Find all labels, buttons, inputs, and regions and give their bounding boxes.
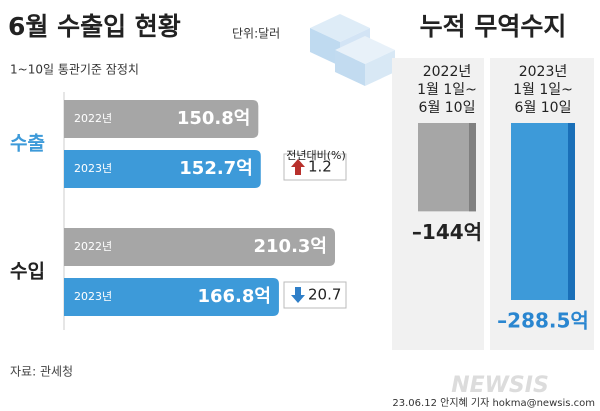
title: 6월 수출입 현황 [8,12,181,41]
value-label: 150.8억 [177,108,251,129]
series-label: 2022년 [74,240,112,253]
change-label: 20.7 [308,286,341,304]
bar-edge [469,123,476,212]
bar [64,150,261,188]
chart-title: 누적 무역수지 [420,12,567,41]
category-label: 수출 [10,133,45,155]
change-arrow [291,159,305,175]
x-tick-label: 1월 1일~ [417,82,477,98]
bar [64,278,279,316]
bar [511,123,575,300]
bar [418,123,476,212]
box-icon [310,14,395,86]
x-tick-label: 6월 10일 [515,100,572,116]
value-label: 152.7억 [179,158,253,179]
x-tick-label: 2023년 [519,64,568,80]
credit: 23.06.12 안지혜 기자 hokma@newsis.com [392,397,595,409]
x-tick-label: 2022년 [423,64,472,80]
value-label: 210.3억 [254,236,328,257]
series-label: 2022년 [74,112,112,125]
bar [64,228,335,266]
value-label: 166.8억 [197,286,271,307]
value-label: –288.5억 [497,309,589,333]
bar [64,100,259,138]
change-label: 1.2 [308,158,332,176]
change-arrow [291,287,305,303]
series-label: 2023년 [74,290,112,303]
logo: NEWSIS [451,373,549,398]
bar-edge [568,123,575,300]
source: 자료: 관세청 [10,365,73,379]
x-tick-label: 1월 1일~ [513,82,573,98]
unit: 단위:달러 [232,27,280,41]
category-label: 수입 [10,261,45,283]
x-tick-label: 6월 10일 [419,100,476,116]
value-label: –144억 [412,220,482,244]
series-label: 2023년 [74,162,112,175]
note: 1~10일 통관기준 잠정치 [10,63,139,77]
change-title: 전년대비(%) [286,149,346,162]
